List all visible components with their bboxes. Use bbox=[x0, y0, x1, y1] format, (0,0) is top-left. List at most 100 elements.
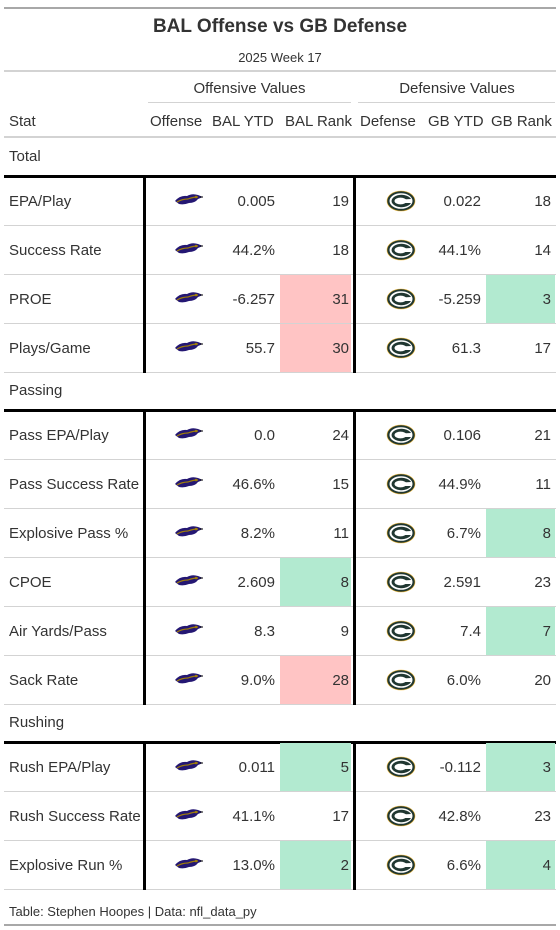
bal-rank-highlight bbox=[280, 743, 351, 792]
stat-label: Explosive Pass % bbox=[9, 525, 129, 542]
bal-ytd-value: 2.609 bbox=[237, 574, 275, 591]
table-row: EPA/Play 0.005 19 0.022 18 bbox=[0, 177, 560, 226]
gb-rank-highlight bbox=[486, 509, 555, 558]
row-divider bbox=[4, 655, 556, 656]
group-label-rushing: Rushing bbox=[9, 714, 65, 731]
ravens-logo-icon bbox=[174, 425, 204, 443]
row-divider bbox=[4, 323, 556, 324]
bal-rank-value: 11 bbox=[333, 525, 349, 542]
bal-ytd-value: 44.2% bbox=[232, 242, 275, 259]
gb-rank-value: 20 bbox=[534, 672, 551, 689]
gb-ytd-value: 42.8% bbox=[438, 808, 481, 825]
stat-label: Explosive Run % bbox=[9, 857, 123, 874]
bal-rank-value: 19 bbox=[332, 193, 349, 210]
bal-rank-value: 24 bbox=[332, 427, 349, 444]
col-header-bal-ytd: BAL YTD bbox=[212, 113, 274, 130]
group-divider bbox=[4, 175, 556, 178]
ravens-logo-icon bbox=[174, 621, 204, 639]
col-header-offense: Offense bbox=[150, 113, 203, 130]
bal-rank-value: 28 bbox=[332, 672, 349, 689]
col-header-gb-ytd: GB YTD bbox=[428, 113, 484, 130]
bal-ytd-value: 0.0 bbox=[254, 427, 275, 444]
gb-rank-value: 21 bbox=[534, 427, 551, 444]
row-divider bbox=[4, 274, 556, 275]
gb-rank-value: 8 bbox=[542, 525, 551, 542]
ravens-logo-icon bbox=[174, 806, 204, 824]
col-header-defense: Defense bbox=[360, 113, 416, 130]
bal-ytd-value: 46.6% bbox=[232, 476, 275, 493]
packers-logo-icon bbox=[386, 424, 416, 446]
table-row: PROE -6.257 31 -5.259 3 bbox=[0, 275, 560, 324]
spanner-defense: Defensive Values bbox=[399, 80, 515, 97]
gb-ytd-value: 0.022 bbox=[443, 193, 481, 210]
gb-ytd-value: 44.1% bbox=[438, 242, 481, 259]
gb-ytd-value: 2.591 bbox=[443, 574, 481, 591]
col-header-stat: Stat bbox=[9, 113, 36, 130]
offense-column-rule bbox=[143, 175, 146, 373]
table-footer: Table: Stephen Hoopes | Data: nfl_data_p… bbox=[9, 904, 257, 919]
table-row: Sack Rate 9.0% 28 6.0% 20 bbox=[0, 656, 560, 705]
gb-ytd-value: 6.0% bbox=[446, 672, 481, 689]
bal-rank-value: 15 bbox=[332, 476, 349, 493]
group-label-total: Total bbox=[9, 148, 41, 165]
table-row: Explosive Pass % 8.2% 11 6.7% 8 bbox=[0, 509, 560, 558]
header-divider bbox=[4, 136, 556, 138]
bal-rank-highlight bbox=[280, 558, 351, 607]
bal-ytd-value: 55.7 bbox=[245, 340, 275, 357]
spanner-offense-rule bbox=[148, 102, 351, 103]
table-row: Rush Success Rate 41.1% 17 42.8% 23 bbox=[0, 792, 560, 841]
row-divider bbox=[4, 840, 556, 841]
packers-logo-icon bbox=[386, 571, 416, 593]
bal-rank-value: 9 bbox=[340, 623, 349, 640]
bal-ytd-value: -6.257 bbox=[232, 291, 275, 308]
packers-logo-icon bbox=[386, 522, 416, 544]
bal-rank-value: 30 bbox=[332, 340, 349, 357]
gb-rank-value: 18 bbox=[534, 193, 551, 210]
ravens-logo-icon bbox=[174, 670, 204, 688]
bal-rank-highlight bbox=[280, 841, 351, 890]
bal-rank-highlight bbox=[280, 324, 351, 373]
ravens-logo-icon bbox=[174, 523, 204, 541]
defense-column-rule bbox=[353, 409, 356, 705]
ravens-logo-icon bbox=[174, 855, 204, 873]
row-divider bbox=[4, 606, 556, 607]
row-divider bbox=[4, 704, 556, 705]
gb-rank-value: 4 bbox=[542, 857, 551, 874]
packers-logo-icon bbox=[386, 288, 416, 310]
packers-logo-icon bbox=[386, 669, 416, 691]
gb-rank-value: 23 bbox=[534, 808, 551, 825]
ravens-logo-icon bbox=[174, 572, 204, 590]
table-row: Pass Success Rate 46.6% 15 44.9% 11 bbox=[0, 460, 560, 509]
stat-label: Rush Success Rate bbox=[9, 808, 141, 825]
gb-ytd-value: -0.112 bbox=[439, 759, 481, 776]
table-row: Pass EPA/Play 0.0 24 0.106 21 bbox=[0, 411, 560, 460]
table-row: Rush EPA/Play 0.011 5 -0.112 3 bbox=[0, 743, 560, 792]
offense-column-rule bbox=[143, 409, 146, 705]
packers-logo-icon bbox=[386, 620, 416, 642]
packers-logo-icon bbox=[386, 854, 416, 876]
row-divider bbox=[4, 372, 556, 373]
packers-logo-icon bbox=[386, 239, 416, 261]
bal-ytd-value: 13.0% bbox=[232, 857, 275, 874]
stat-label: Success Rate bbox=[9, 242, 102, 259]
row-divider bbox=[4, 508, 556, 509]
ravens-logo-icon bbox=[174, 240, 204, 258]
table-subtitle: 2025 Week 17 bbox=[238, 50, 322, 65]
stat-label: Pass EPA/Play bbox=[9, 427, 109, 444]
bal-ytd-value: 0.011 bbox=[238, 759, 275, 776]
packers-logo-icon bbox=[386, 473, 416, 495]
gb-ytd-value: 61.3 bbox=[451, 340, 481, 357]
bal-ytd-value: 8.3 bbox=[254, 623, 275, 640]
row-divider bbox=[4, 791, 556, 792]
gb-rank-highlight bbox=[486, 743, 555, 792]
offense-column-rule bbox=[143, 741, 146, 890]
gb-ytd-value: 44.9% bbox=[438, 476, 481, 493]
defense-column-rule bbox=[353, 741, 356, 890]
table-row: CPOE 2.609 8 2.591 23 bbox=[0, 558, 560, 607]
gb-ytd-value: 7.4 bbox=[460, 623, 481, 640]
table-title: BAL Offense vs GB Defense bbox=[152, 16, 408, 37]
gb-rank-value: 14 bbox=[534, 242, 551, 259]
gb-rank-value: 3 bbox=[542, 291, 551, 308]
row-divider bbox=[4, 459, 556, 460]
spanner-offense: Offensive Values bbox=[193, 80, 306, 97]
